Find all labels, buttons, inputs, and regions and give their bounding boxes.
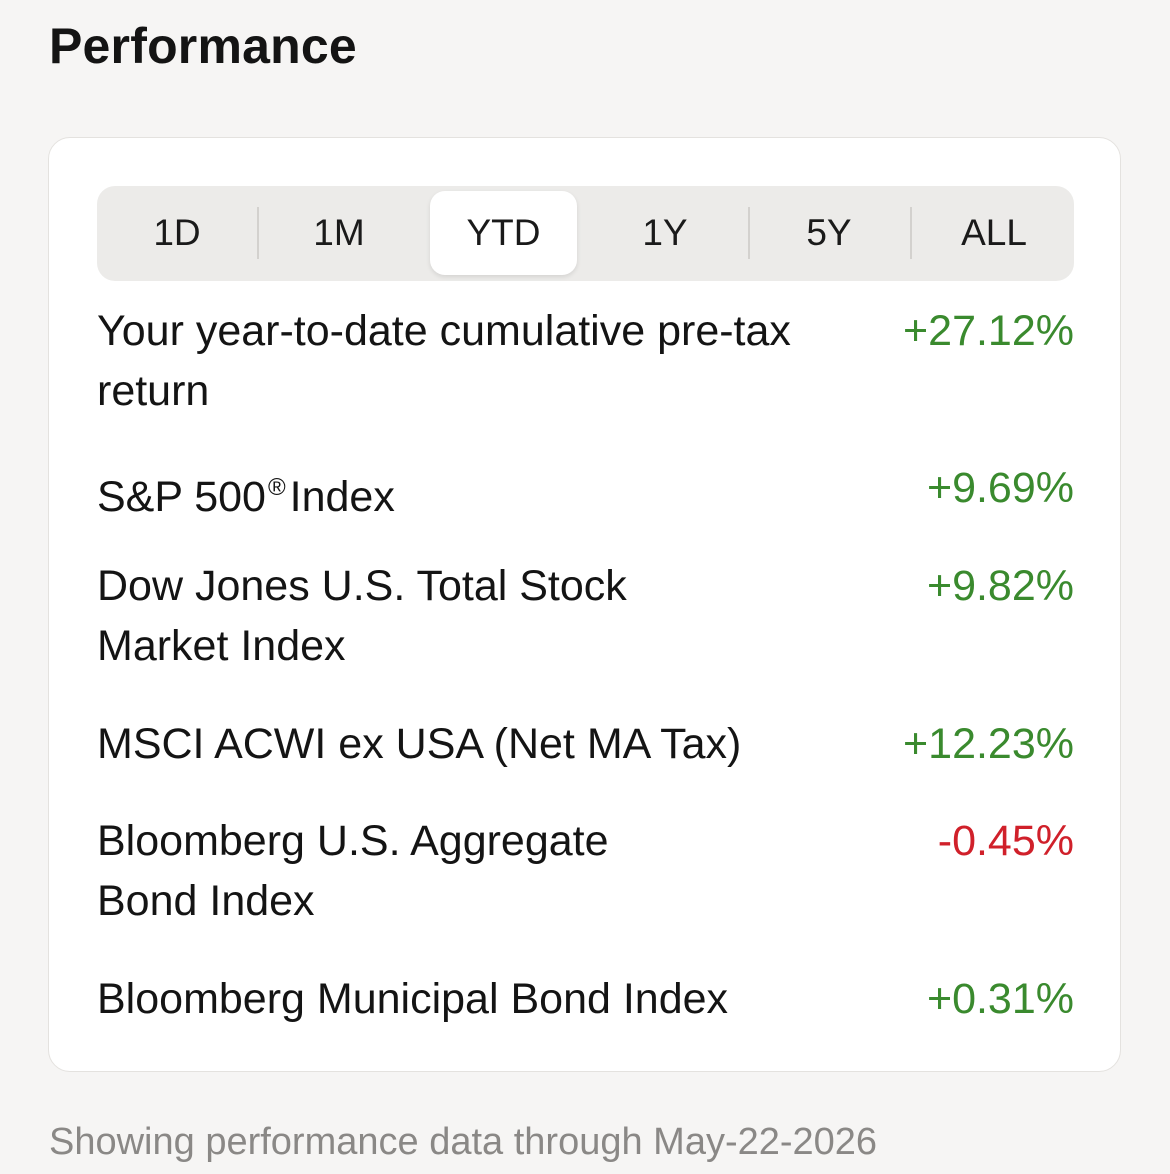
tab-all[interactable]: ALL [961,212,1027,253]
tab-divider [257,207,259,259]
row-value: -0.45% [937,817,1074,865]
row-label: MSCI ACWI ex USA (Net MA Tax) [97,720,742,768]
row-value: +9.69% [926,464,1074,512]
row-label: S&P 500®Index [97,458,837,527]
row-label: Bloomberg U.S. Aggregate Bond Index [97,817,609,925]
row-label-main: S&P 500 [97,473,266,521]
page-title: Performance [49,18,357,74]
row-label: Bloomberg Municipal Bond Index [97,975,729,1023]
row-value: +9.82% [926,562,1074,610]
tab-1y[interactable]: 1Y [642,212,688,253]
row-label: Dow Jones U.S. Total Stock Market Index [97,562,627,670]
registered-mark: ® [267,474,286,501]
tab-1d[interactable]: 1D [153,212,201,253]
tab-ytd[interactable]: YTD [430,191,577,275]
timeframe-selector: 1D 1M YTD 1Y 5Y ALL [97,186,1074,281]
row-label: Your year-to-date cumulative pre-tax ret… [97,307,791,415]
tab-divider [910,207,912,259]
row-value: +27.12% [903,307,1074,355]
row-value: +0.31% [926,975,1074,1023]
data-date-note: Showing performance data through May-22-… [49,1121,878,1163]
performance-card: 1D 1M YTD 1Y 5Y ALL Your year-to-date cu… [48,137,1121,1072]
tab-divider [748,207,750,259]
tab-1m[interactable]: 1M [313,212,365,253]
row-label-rest: Index [289,473,395,521]
tab-5y[interactable]: 5Y [806,212,852,253]
row-value: +12.23% [903,720,1074,768]
